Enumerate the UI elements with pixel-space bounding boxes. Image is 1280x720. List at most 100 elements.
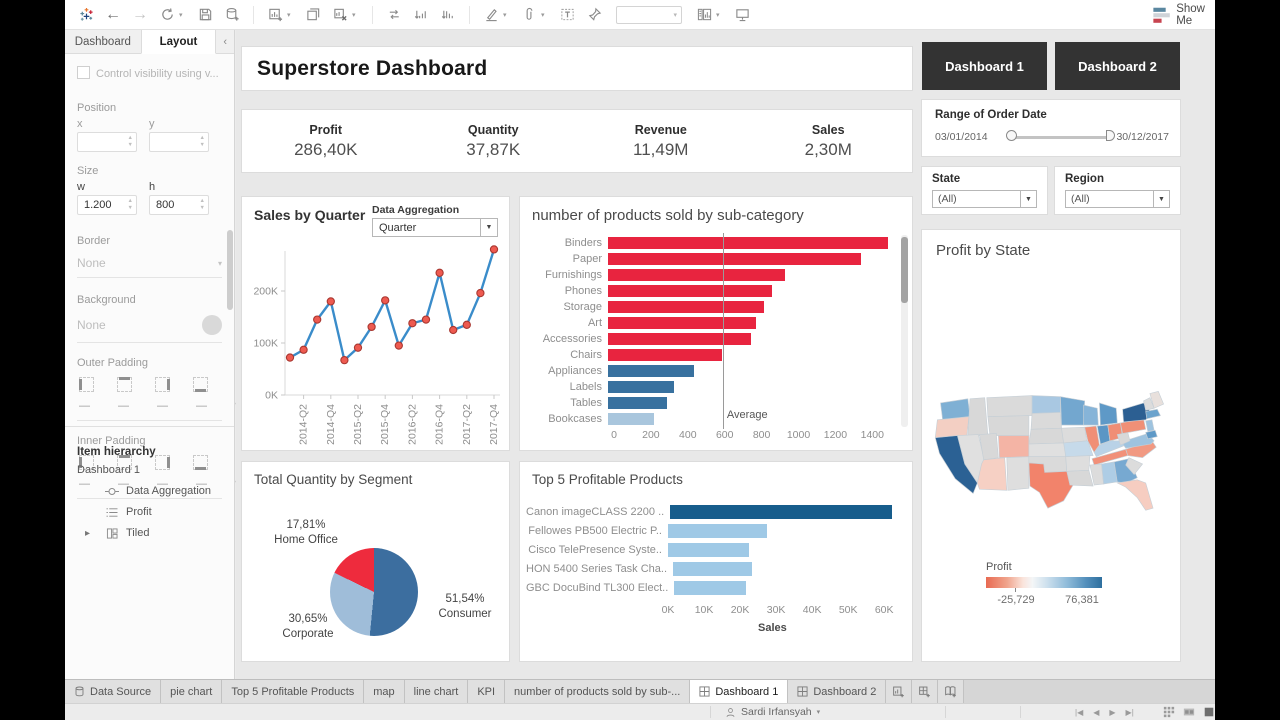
scrollbar-thumb[interactable]: [901, 237, 908, 303]
bar[interactable]: [673, 561, 753, 576]
padding-top-icon[interactable]: [117, 377, 132, 392]
hierarchy-item-tiled[interactable]: ▸ Tiled: [85, 527, 150, 539]
new-worksheet-tab-button[interactable]: [886, 680, 913, 703]
bar[interactable]: [608, 285, 773, 297]
duplicate-sheet-icon[interactable]: [302, 4, 324, 26]
profit-by-state-map[interactable]: [930, 390, 1172, 538]
height-input[interactable]: 800 ▲ ▼: [149, 195, 209, 215]
caret-down-icon[interactable]: ▾: [352, 11, 356, 19]
new-data-source-icon[interactable]: [221, 4, 243, 26]
average-reference-line[interactable]: [722, 233, 724, 429]
group-members-icon[interactable]: [518, 4, 540, 26]
user-menu[interactable]: Sardi Irfansyah ▾: [725, 704, 820, 720]
chart-scrollbar[interactable]: [901, 235, 908, 427]
bar[interactable]: [674, 580, 747, 595]
bar[interactable]: [608, 237, 889, 249]
kpi-cell[interactable]: Quantity 37,87K: [410, 123, 578, 160]
sheet-tab-worksheet[interactable]: Top 5 Profitable Products: [222, 680, 365, 703]
padding-left-icon[interactable]: [79, 455, 94, 470]
kpi-cell[interactable]: Profit 286,40K: [242, 123, 410, 160]
padding-top-icon[interactable]: [117, 455, 132, 470]
caret-down-icon[interactable]: ▾: [716, 11, 720, 19]
bar[interactable]: [608, 397, 668, 409]
expander-icon[interactable]: ▸: [85, 527, 91, 539]
hierarchy-root[interactable]: Dashboard 1: [77, 464, 140, 476]
swap-rows-columns-icon[interactable]: [383, 4, 405, 26]
sidebar-scrollbar[interactable]: [227, 230, 233, 310]
bar[interactable]: [608, 301, 764, 313]
sheet-tab-worksheet[interactable]: map: [364, 680, 405, 703]
bar[interactable]: [668, 542, 750, 557]
next-sheet-icon[interactable]: ▶: [1109, 707, 1116, 717]
sales-by-quarter-chart[interactable]: 0K 100K 200K 2014-Q2 2014-Q4 2015-Q2 2015-Q4 20…: [242, 245, 509, 450]
presentation-mode-icon[interactable]: [731, 4, 753, 26]
padding-right-icon[interactable]: [155, 455, 170, 470]
caret-down-icon[interactable]: ▼: [1020, 191, 1036, 207]
sheet-tab-dashboard[interactable]: Dashboard 2: [788, 680, 887, 703]
clear-sheet-icon[interactable]: [329, 4, 351, 26]
legend-gradient[interactable]: [986, 577, 1102, 588]
padding-bottom-icon[interactable]: [193, 377, 208, 392]
new-worksheet-icon[interactable]: [264, 4, 286, 26]
tab-dashboard[interactable]: Dashboard: [74, 35, 131, 48]
fix-axes-pin-icon[interactable]: [583, 4, 605, 26]
sort-descending-icon[interactable]: [437, 4, 459, 26]
tab-data-source[interactable]: Data Source: [65, 680, 162, 703]
dashboard-1-button[interactable]: Dashboard 1: [922, 42, 1047, 90]
date-slider-track[interactable]: [1012, 136, 1110, 139]
width-input[interactable]: 1.200 ▲ ▼: [77, 195, 137, 215]
fit-selector[interactable]: ▾: [616, 5, 682, 24]
show-mark-labels-icon[interactable]: [556, 4, 578, 26]
bar[interactable]: [668, 523, 768, 538]
sheet-tab-dashboard[interactable]: Dashboard 1: [690, 680, 789, 703]
date-slider-left-handle[interactable]: [1006, 130, 1017, 141]
bar[interactable]: [670, 504, 892, 519]
caret-down-icon[interactable]: ▼: [480, 219, 497, 236]
bar[interactable]: [608, 365, 694, 377]
spinner-arrows-icon[interactable]: ▲ ▼: [127, 198, 133, 211]
save-icon[interactable]: [194, 4, 216, 26]
spinner-arrows-icon[interactable]: ▲ ▼: [127, 135, 133, 148]
dashboard-2-button[interactable]: Dashboard 2: [1055, 42, 1180, 90]
caret-down-icon[interactable]: ▾: [287, 11, 291, 19]
sort-ascending-icon[interactable]: [410, 4, 432, 26]
position-x-input[interactable]: ▲ ▼: [77, 132, 137, 152]
previous-sheet-icon[interactable]: ◀: [1093, 707, 1100, 717]
show-me-button[interactable]: Show Me: [1152, 3, 1205, 27]
outer-padding-values[interactable]: ———— ▾: [77, 394, 239, 421]
segment-pie[interactable]: [330, 548, 418, 636]
sheet-tab-worksheet[interactable]: KPI: [468, 680, 506, 703]
bar[interactable]: [608, 349, 723, 361]
kpi-cell[interactable]: Sales 2,30M: [745, 123, 913, 160]
caret-down-icon[interactable]: ▼: [1153, 191, 1169, 207]
date-slider-right-handle[interactable]: [1106, 130, 1115, 141]
caret-down-icon[interactable]: ▾: [179, 11, 183, 19]
kpi-cell[interactable]: Revenue 11,49M: [577, 123, 745, 160]
state-select[interactable]: (All) ▼: [932, 190, 1037, 208]
caret-down-icon[interactable]: ▾: [541, 11, 545, 19]
new-story-tab-button[interactable]: [938, 680, 965, 703]
last-sheet-icon[interactable]: ▶|: [1125, 707, 1134, 717]
bar[interactable]: [608, 333, 751, 345]
collapse-pane-icon[interactable]: ‹: [223, 35, 227, 48]
background-swatch[interactable]: [202, 315, 222, 335]
hierarchy-item-profit[interactable]: Profit: [77, 506, 222, 518]
first-sheet-icon[interactable]: |◀: [1075, 707, 1084, 717]
back-icon[interactable]: ←: [105, 5, 121, 23]
region-select[interactable]: (All) ▼: [1065, 190, 1170, 208]
bar[interactable]: [608, 269, 786, 281]
new-dashboard-tab-button[interactable]: [912, 680, 939, 703]
sheet-tab-worksheet[interactable]: number of products sold by sub-...: [505, 680, 691, 703]
padding-bottom-icon[interactable]: [193, 455, 208, 470]
spinner-arrows-icon[interactable]: ▲ ▼: [199, 135, 205, 148]
forward-icon[interactable]: →: [132, 5, 148, 23]
sheet-sorter-view-icon[interactable]: [1163, 706, 1175, 718]
padding-right-icon[interactable]: [155, 377, 170, 392]
background-select[interactable]: None: [77, 310, 222, 343]
sheet-tab-worksheet[interactable]: line chart: [404, 680, 469, 703]
bar[interactable]: [608, 413, 655, 425]
full-view-icon[interactable]: [1203, 706, 1215, 718]
bar[interactable]: [608, 381, 675, 393]
tableau-logo-icon[interactable]: [75, 4, 97, 26]
padding-left-icon[interactable]: [79, 377, 94, 392]
